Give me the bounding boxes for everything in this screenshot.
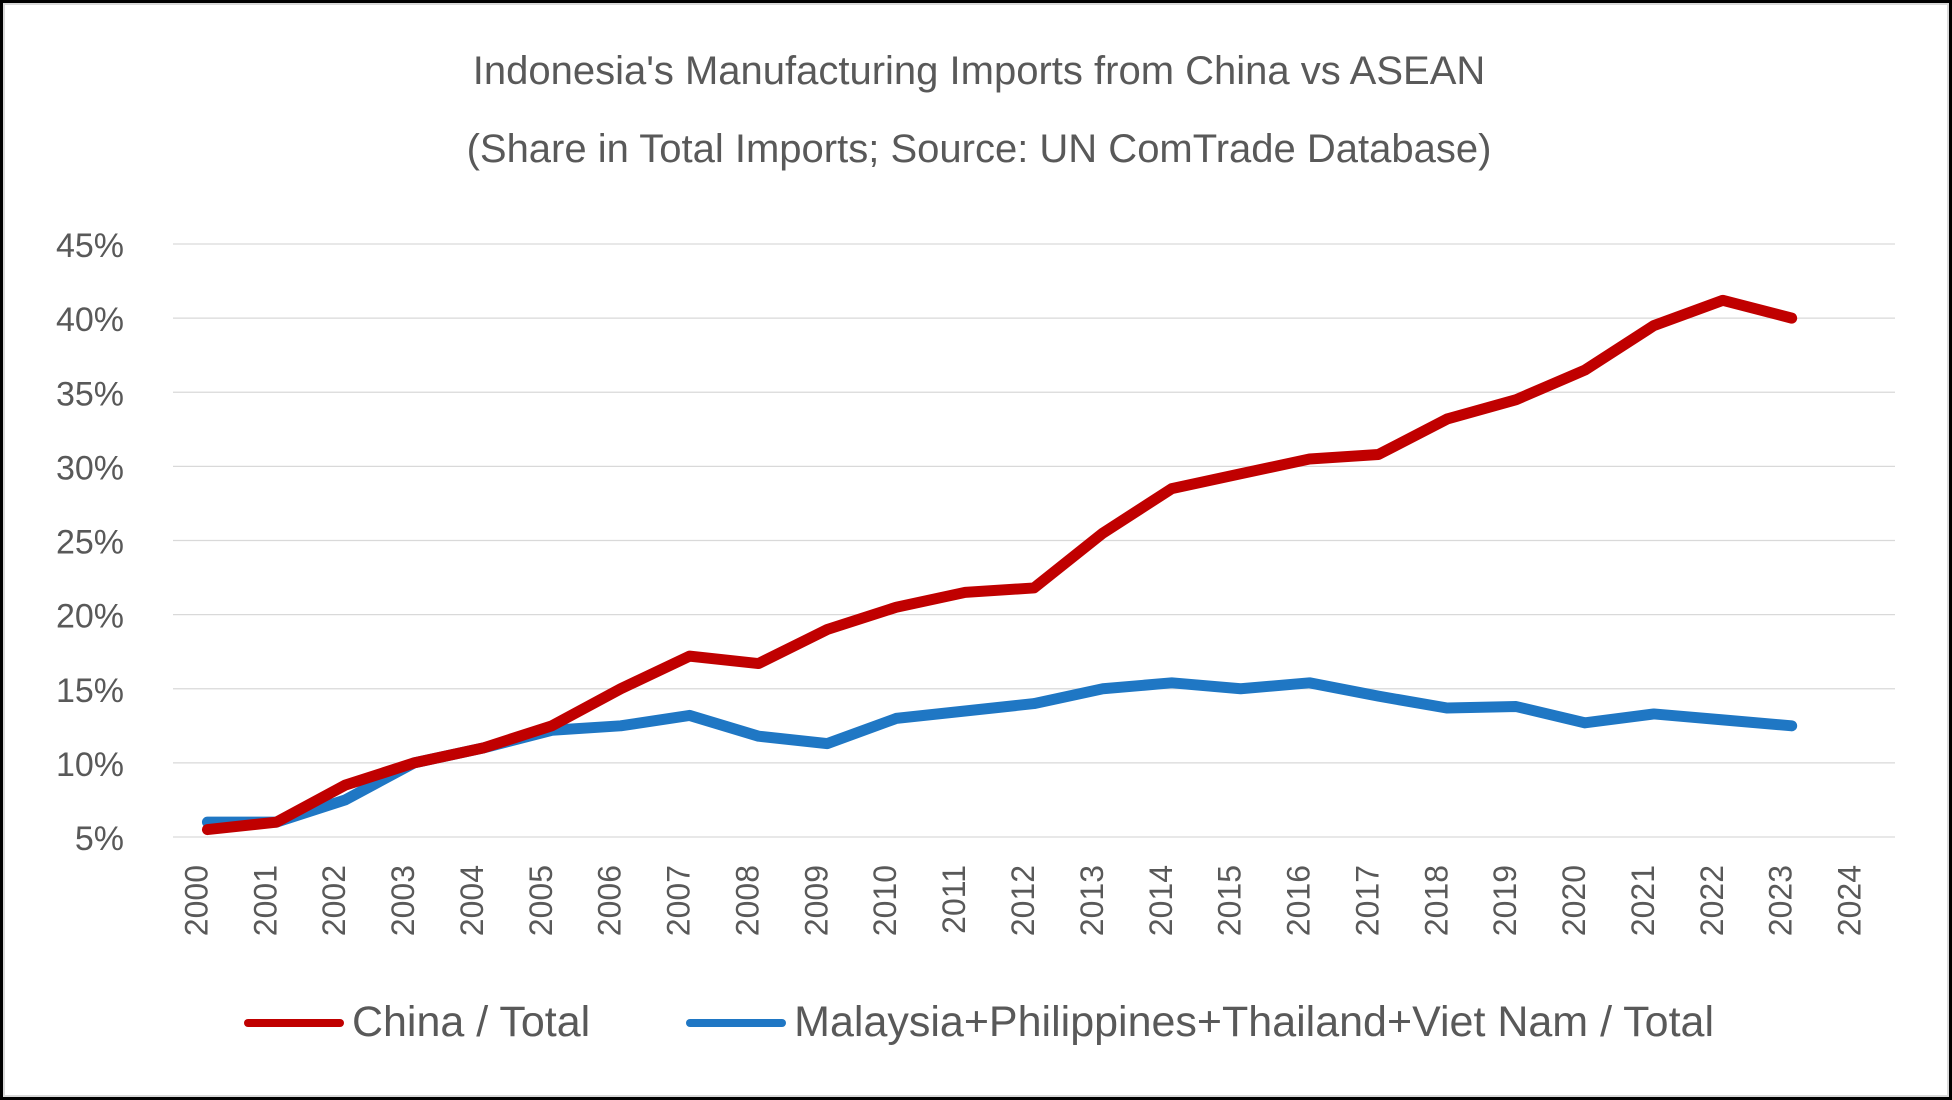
svg-text:2007: 2007 [661, 865, 697, 936]
svg-text:2016: 2016 [1281, 865, 1317, 936]
svg-text:2012: 2012 [1005, 865, 1041, 936]
svg-text:2014: 2014 [1143, 865, 1179, 936]
svg-text:2008: 2008 [729, 865, 765, 936]
svg-text:2013: 2013 [1074, 865, 1110, 936]
svg-text:2003: 2003 [385, 865, 421, 936]
svg-text:2018: 2018 [1418, 865, 1454, 936]
svg-text:2006: 2006 [592, 865, 628, 936]
svg-text:2020: 2020 [1556, 865, 1592, 936]
svg-text:2002: 2002 [316, 865, 352, 936]
svg-text:35%: 35% [56, 375, 124, 413]
svg-text:2023: 2023 [1763, 865, 1799, 936]
svg-text:5%: 5% [75, 820, 124, 858]
svg-text:2019: 2019 [1487, 865, 1523, 936]
svg-text:2004: 2004 [454, 865, 490, 936]
svg-text:10%: 10% [56, 746, 124, 784]
svg-text:2005: 2005 [523, 865, 559, 936]
svg-text:2009: 2009 [798, 865, 834, 936]
svg-text:2000: 2000 [178, 865, 214, 936]
svg-text:2011: 2011 [936, 865, 972, 934]
svg-text:40%: 40% [56, 301, 124, 339]
svg-text:2024: 2024 [1832, 865, 1868, 936]
svg-text:2017: 2017 [1349, 865, 1385, 936]
svg-text:2022: 2022 [1694, 865, 1730, 936]
svg-text:30%: 30% [56, 449, 124, 487]
svg-text:20%: 20% [56, 598, 124, 636]
svg-text:45%: 45% [56, 227, 124, 265]
svg-text:2001: 2001 [247, 865, 283, 936]
svg-text:15%: 15% [56, 672, 124, 710]
svg-text:2015: 2015 [1212, 865, 1248, 936]
svg-text:2010: 2010 [867, 865, 903, 936]
svg-text:2021: 2021 [1625, 865, 1661, 936]
svg-text:25%: 25% [56, 524, 124, 562]
